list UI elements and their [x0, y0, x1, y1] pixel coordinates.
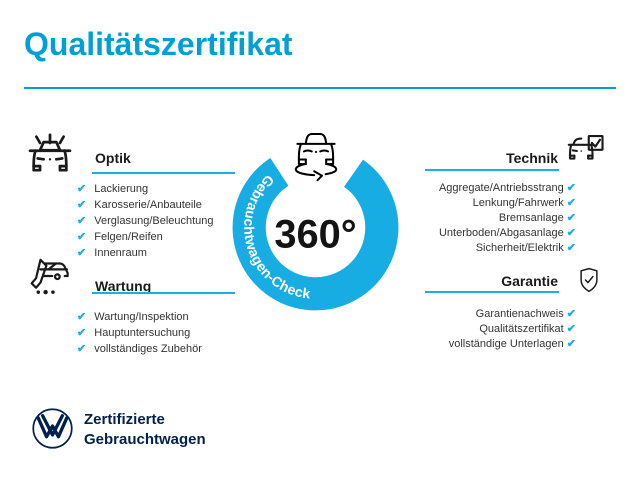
svg-text:360°: 360°: [274, 212, 356, 256]
